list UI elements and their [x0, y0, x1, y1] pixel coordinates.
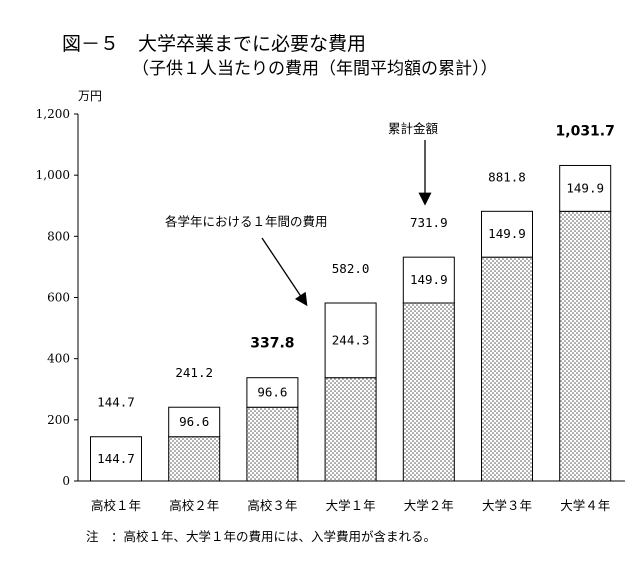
- x-category-label: 高校１年: [91, 498, 141, 513]
- y-unit-label: 万円: [78, 89, 102, 103]
- total-value-label: 582.0: [332, 261, 370, 276]
- y-tick-label: 200: [47, 413, 70, 427]
- annual-arrow: [261, 237, 308, 307]
- bar-cumulative-segment: [402, 302, 455, 482]
- y-tick-label: 0: [62, 474, 70, 488]
- y-tick-label: 400: [47, 352, 70, 366]
- bar-cumulative-segment: [324, 377, 377, 482]
- x-category-label: 高校３年: [247, 498, 297, 513]
- y-tick-label: 600: [47, 291, 70, 305]
- chart-note: 注 ：高校１年、大学１年の費用には、入学費用が含まれる。: [86, 529, 436, 544]
- annual-value-label: 144.7: [97, 451, 135, 466]
- total-value-label: 337.8: [250, 336, 294, 352]
- y-tick-label: 1,000: [36, 168, 70, 182]
- bar-annual-segment: [246, 377, 299, 408]
- x-category-label: 高校２年: [169, 498, 219, 513]
- annual-value-label: 149.9: [488, 226, 526, 241]
- bar-cumulative-segment: [559, 210, 612, 482]
- bar-cumulative-segment: [246, 406, 299, 482]
- x-category-label: 大学２年: [404, 498, 454, 513]
- total-value-label: 144.7: [97, 395, 135, 410]
- x-category-label: 大学４年: [560, 498, 610, 513]
- y-tick-label: 800: [47, 229, 70, 243]
- bar-cumulative-segment: [168, 436, 221, 482]
- annual-value-label: 149.9: [410, 272, 448, 287]
- bar-cumulative-segment: [481, 256, 533, 482]
- x-category-label: 大学１年: [326, 498, 376, 513]
- cumulative-annotation: 累計金額: [388, 121, 439, 136]
- total-value-label: 1,031.7: [556, 123, 615, 139]
- bar-annual-segment: [402, 256, 455, 304]
- annual-value-label: 244.3: [332, 332, 370, 347]
- y-axis: 0 200 400 600 800 1,000 1,200: [36, 107, 625, 488]
- total-value-label: 241.2: [175, 365, 213, 380]
- annual-value-label: 96.6: [257, 384, 287, 399]
- total-value-label: 881.8: [488, 169, 526, 184]
- annual-value-label: 149.9: [566, 180, 604, 195]
- y-tick-label: 1,200: [36, 107, 70, 121]
- x-category-label: 大学３年: [482, 498, 532, 513]
- chart-title: 図－５ 大学卒業までに必要な費用: [62, 33, 366, 55]
- bar-annual-segment: [481, 210, 533, 258]
- annual-annotation: 各学年における１年間の費用: [165, 214, 328, 229]
- annual-value-label: 96.6: [179, 414, 209, 429]
- bar-annual-segment: [559, 164, 612, 212]
- bar-annual-segment: [90, 436, 142, 482]
- bar-annual-segment: [168, 406, 221, 438]
- bar-annual-segment: [324, 302, 377, 379]
- bars-group: 144.7 144.7 96.6 241.2 96.6 337.8 244.3 582.0 14…: [90, 123, 615, 482]
- total-value-label: 731.9: [410, 215, 448, 230]
- x-axis-categories: 高校１年 高校２年 高校３年 大学１年 大学２年 大学３年 大学４年: [91, 498, 610, 513]
- chart-subtitle: （子供１人当たりの費用（年間平均額の累計））: [132, 59, 498, 79]
